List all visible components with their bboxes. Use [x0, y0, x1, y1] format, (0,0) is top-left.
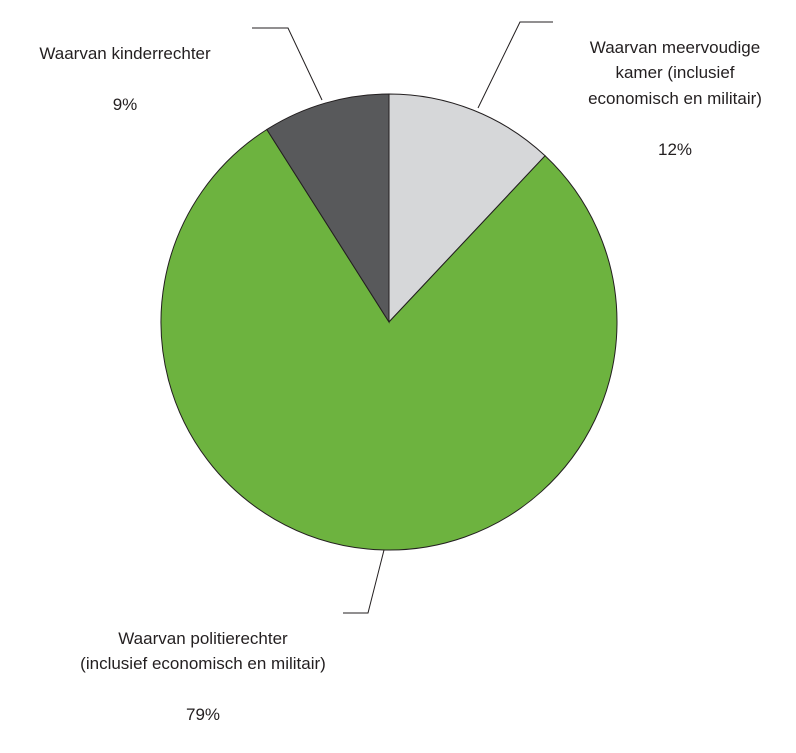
- category-label: Waarvan kinderrechter: [39, 43, 211, 63]
- slice-label: Waarvan politierechter (inclusief econom…: [20, 600, 386, 753]
- value-label: 79%: [185, 705, 221, 724]
- value-label: 9%: [112, 94, 138, 114]
- pie-slice: [266, 93, 390, 324]
- pie-slice: [160, 128, 618, 551]
- leader-line: [343, 549, 385, 614]
- category-label: Waarvan meervoudige kamer (inclusief eco…: [588, 37, 762, 108]
- slice-label: Waarvan kinderrechter 9%: [0, 15, 250, 143]
- leader-line: [477, 21, 553, 109]
- slice-label: Waarvan meervoudige kamer (inclusief eco…: [545, 9, 796, 188]
- category-label: Waarvan politierechter (inclusief econom…: [80, 628, 326, 674]
- value-label: 12%: [657, 139, 693, 159]
- chart: [160, 21, 618, 614]
- pie-slice: [388, 93, 546, 324]
- page: Waarvan meervoudige kamer (inclusief eco…: [0, 9, 796, 724]
- pie: [160, 93, 618, 551]
- leader-line: [252, 27, 323, 101]
